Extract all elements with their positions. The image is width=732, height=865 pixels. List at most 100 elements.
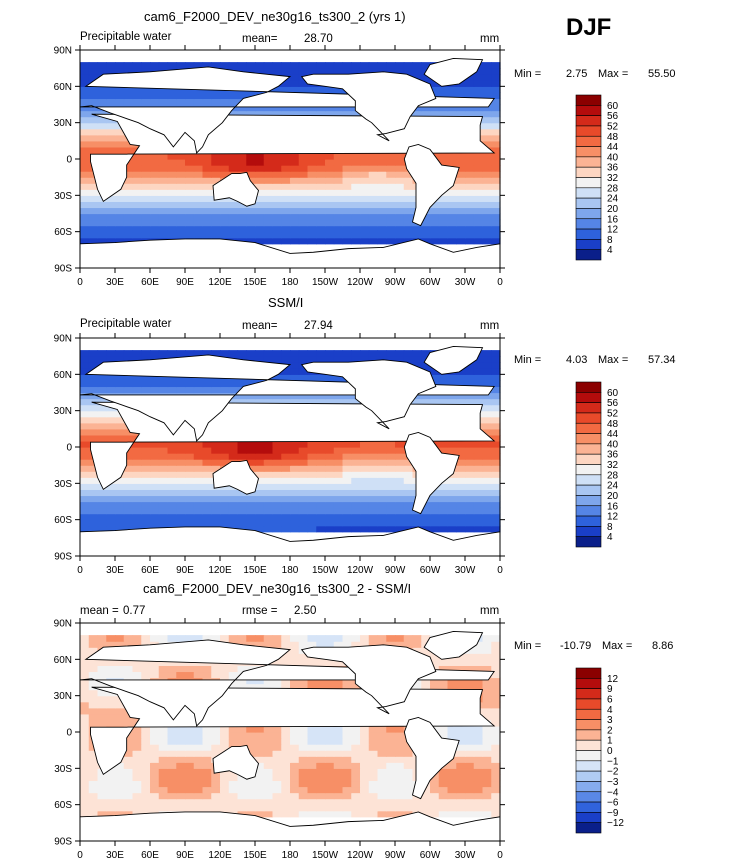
field-cell — [141, 483, 151, 490]
field-cell — [325, 440, 335, 448]
field-cell — [141, 350, 151, 357]
lon-tick-label: 30W — [455, 850, 476, 861]
field-cell — [491, 380, 501, 388]
field-cell — [272, 738, 282, 745]
field-cell — [491, 756, 501, 763]
field-cell — [97, 786, 107, 794]
lat-tick-label: 90N — [54, 46, 72, 57]
lon-tick-label: 150W — [312, 565, 339, 576]
field-cell — [377, 183, 387, 190]
field-cell — [263, 465, 274, 472]
field-cell — [403, 62, 414, 69]
field-cell — [298, 374, 309, 381]
field-cell — [342, 477, 352, 484]
field-cell — [491, 641, 501, 648]
field-cell — [298, 459, 309, 466]
field-cell — [325, 762, 335, 769]
field-cell — [386, 356, 396, 363]
field-cell — [115, 774, 125, 782]
field-cell — [80, 459, 90, 466]
field-cell — [473, 195, 484, 202]
field-cell — [141, 659, 151, 666]
field-cell — [150, 350, 160, 357]
field-cell — [150, 207, 160, 215]
field-cell — [80, 356, 90, 363]
field-cell — [202, 195, 212, 202]
coastline-north-america — [300, 644, 437, 715]
field-cell — [377, 732, 387, 739]
field-cell — [316, 350, 326, 357]
field-cell — [421, 501, 431, 509]
field-cell — [307, 495, 317, 503]
colorbar-box — [575, 708, 602, 720]
field-cell — [141, 768, 151, 775]
field-cell — [106, 483, 116, 490]
field-cell — [211, 750, 221, 757]
colorbar-level-label: 60 — [607, 101, 619, 112]
field-cell — [281, 189, 291, 196]
field-cell — [360, 635, 370, 642]
field-cell — [88, 750, 99, 757]
field-cell — [491, 792, 501, 800]
field-cell — [342, 635, 352, 642]
lat-tick-label: 90S — [54, 552, 72, 563]
panel-3-min-label: Min = — [514, 640, 542, 652]
field-cell — [447, 152, 457, 160]
field-cell — [158, 792, 169, 800]
field-cell — [97, 774, 107, 782]
colorbar-level-label: 12 — [607, 512, 619, 523]
field-cell — [167, 519, 177, 527]
field-cell — [491, 80, 501, 87]
field-cell — [263, 165, 274, 172]
field-cell — [176, 440, 186, 448]
field-cell — [473, 165, 484, 172]
field-cell — [298, 159, 309, 166]
field-cell — [220, 732, 230, 739]
field-cell — [491, 74, 501, 81]
field-cell — [150, 774, 160, 782]
field-cell — [447, 225, 457, 233]
colorbar-level-label: −12 — [607, 818, 624, 829]
field-cell — [307, 225, 317, 233]
field-cell — [193, 780, 204, 788]
field-cell — [106, 513, 116, 521]
field-cell — [316, 641, 326, 648]
field-cell — [491, 416, 501, 424]
field-cell — [307, 453, 317, 460]
field-cell — [465, 501, 475, 509]
field-cell — [395, 237, 405, 245]
field-cell — [167, 477, 177, 484]
field-cell — [430, 213, 440, 221]
field-cell — [491, 677, 501, 685]
field-cell — [150, 386, 160, 394]
field-cell — [185, 738, 195, 745]
field-cell — [403, 195, 414, 202]
field-cell — [281, 501, 291, 509]
field-cell — [115, 237, 125, 245]
field-cell — [316, 477, 326, 484]
field-cell — [333, 195, 344, 202]
lon-tick-label: 0 — [497, 850, 503, 861]
field-cell — [290, 350, 300, 357]
colorbar-box — [575, 750, 602, 762]
field-cell — [360, 501, 370, 509]
field-cell — [176, 98, 186, 106]
field-cell — [272, 398, 282, 406]
field-cell — [377, 804, 387, 812]
field-cell — [456, 440, 466, 448]
field-cell — [272, 495, 282, 503]
field-cell — [176, 225, 186, 233]
field-cell — [491, 501, 501, 509]
field-cell — [202, 92, 212, 100]
field-cell — [395, 165, 405, 172]
field-cell — [80, 434, 90, 442]
field-cell — [491, 695, 501, 703]
field-cell — [211, 171, 221, 178]
field-cell — [447, 525, 457, 533]
field-cell — [298, 177, 309, 184]
field-cell — [412, 635, 422, 642]
field-cell — [395, 465, 405, 472]
colorbar-level-label: 48 — [607, 132, 619, 143]
field-cell — [333, 780, 344, 788]
field-cell — [290, 495, 300, 503]
